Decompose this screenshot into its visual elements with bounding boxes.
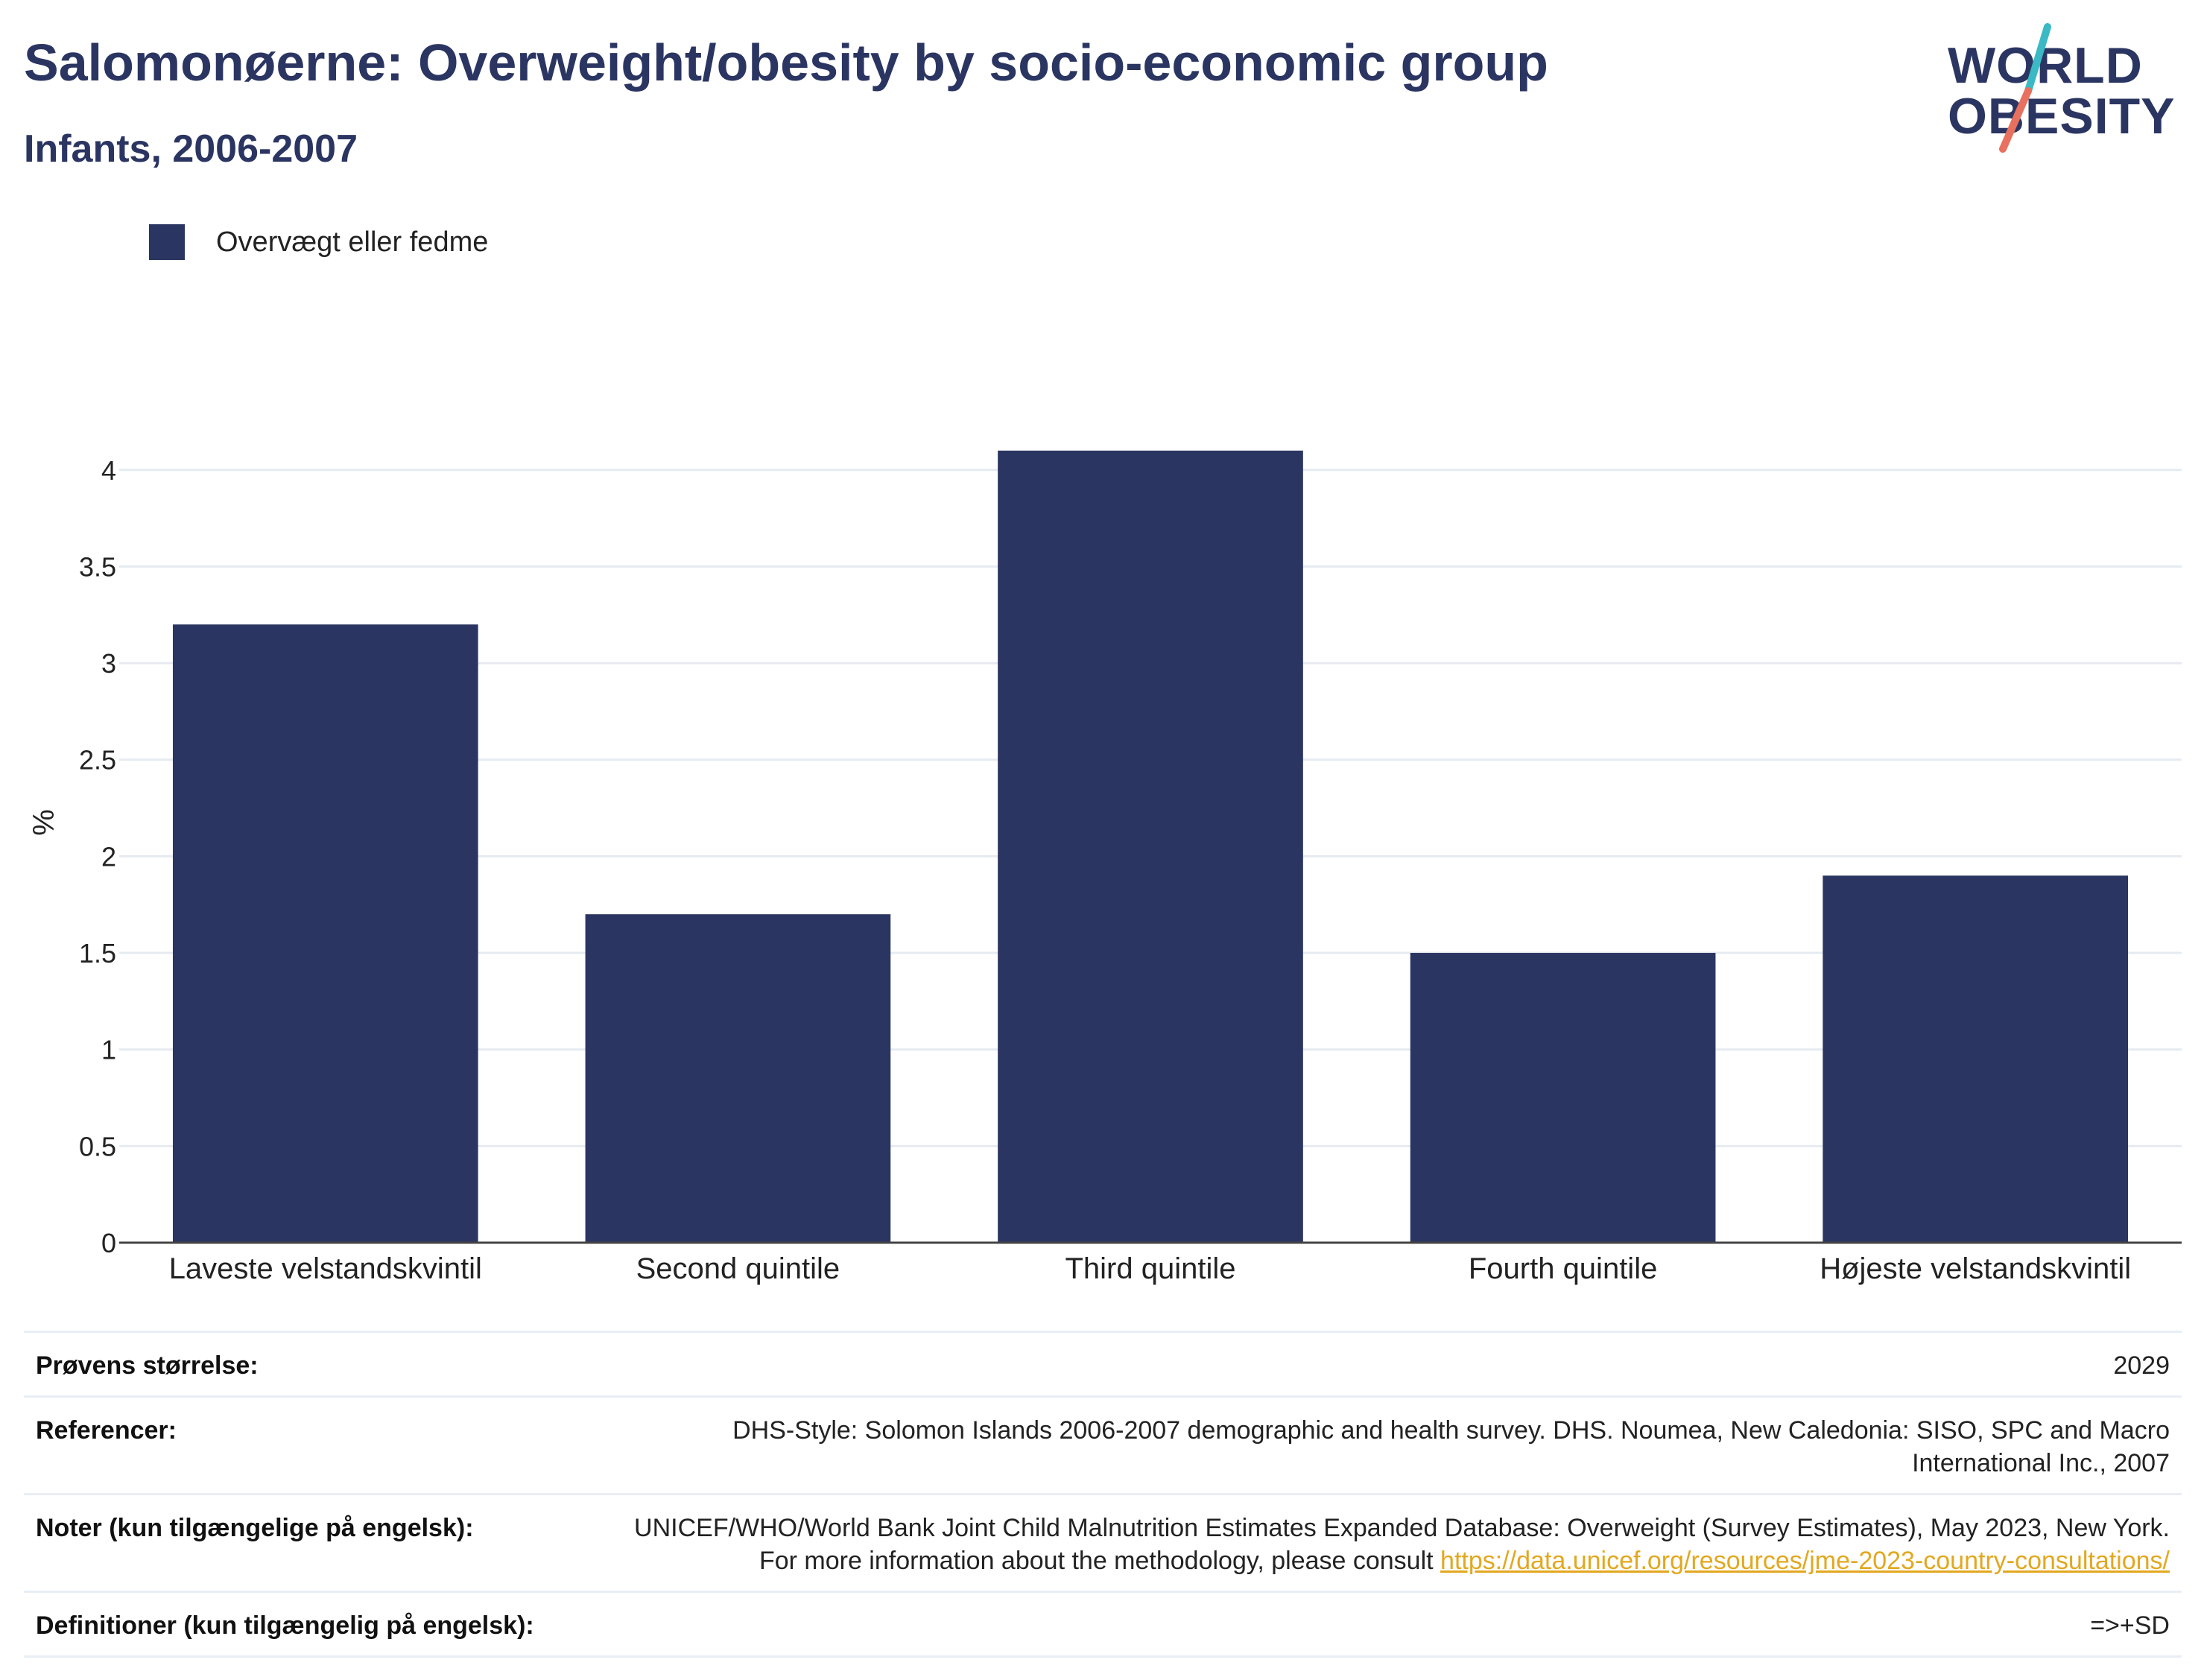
bar (172, 624, 478, 1243)
y-tick-label: 1 (101, 1035, 116, 1065)
x-tick-label: Second quintile (636, 1252, 840, 1285)
x-tick-label: Højeste velstandskvintil (1820, 1252, 2131, 1285)
metadata-table: Prøvens størrelse: 2029 Referencer: DHS-… (24, 1331, 2182, 1658)
meta-row-notes: Noter (kun tilgængelige på engelsk): UNI… (24, 1493, 2182, 1592)
definitions-value: =>+SD (614, 1591, 2182, 1658)
y-tick-label: 2 (101, 841, 116, 872)
bar-chart: 0 0.5 1 1.5 2 2.5 3 3.5 4% Laveste velstandskvint… (28, 450, 2182, 1285)
y-tick-label: 0.5 (79, 1131, 116, 1161)
logo-word-obesity: OBESITY (1948, 88, 2176, 145)
notes-value: UNICEF/WHO/World Bank Joint Child Malnut… (614, 1493, 2182, 1592)
x-tick-label: Laveste velstandskvintil (169, 1252, 482, 1285)
chart-legend: Overvægt eller fedme (149, 224, 488, 261)
logo-slash-icon (1999, 23, 2051, 153)
x-tick-label: Third quintile (1065, 1252, 1235, 1285)
x-tick-label: Fourth quintile (1469, 1252, 1657, 1285)
references-value: DHS-Style: Solomon Islands 2006-2007 dem… (614, 1395, 2182, 1494)
bar (1410, 953, 1716, 1243)
y-tick-label: 0 (101, 1228, 116, 1258)
meta-row-references: Referencer: DHS-Style: Solomon Islands 2… (24, 1395, 2182, 1494)
methodology-link[interactable]: https://data.unicef.org/resources/jme-20… (1440, 1547, 2170, 1575)
meta-row-sample: Prøvens størrelse: 2029 (24, 1331, 2182, 1397)
sample-size-label: Prøvens størrelse: (24, 1331, 614, 1397)
references-label: Referencer: (24, 1395, 614, 1494)
definitions-label: Definitioner (kun tilgængelig på engelsk… (24, 1591, 614, 1658)
legend-label: Overvægt eller fedme (216, 226, 489, 258)
y-axis-title: % (28, 809, 60, 836)
logo-word-world: WORLD (1948, 37, 2143, 94)
world-obesity-logo: WORLD OBESITY (1945, 22, 2191, 156)
page-title: Salomonøerne: Overweight/obesity by soci… (24, 34, 1548, 92)
y-tick-label: 1.5 (79, 938, 116, 969)
y-tick-label: 2.5 (79, 745, 116, 776)
bar (1823, 875, 2129, 1243)
meta-row-definitions: Definitioner (kun tilgængelig på engelsk… (24, 1591, 2182, 1658)
bar (585, 914, 891, 1243)
y-tick-label: 3 (101, 648, 116, 679)
legend-swatch (149, 224, 185, 260)
notes-label: Noter (kun tilgængelige på engelsk): (24, 1493, 614, 1592)
y-tick-label: 3.5 (79, 551, 116, 582)
sample-size-value: 2029 (614, 1331, 2182, 1397)
notes-text: UNICEF/WHO/World Bank Joint Child Malnut… (634, 1514, 2170, 1575)
bar (998, 450, 1303, 1243)
y-tick-label: 4 (101, 455, 116, 486)
page-subtitle: Infants, 2006-2007 (24, 127, 358, 171)
